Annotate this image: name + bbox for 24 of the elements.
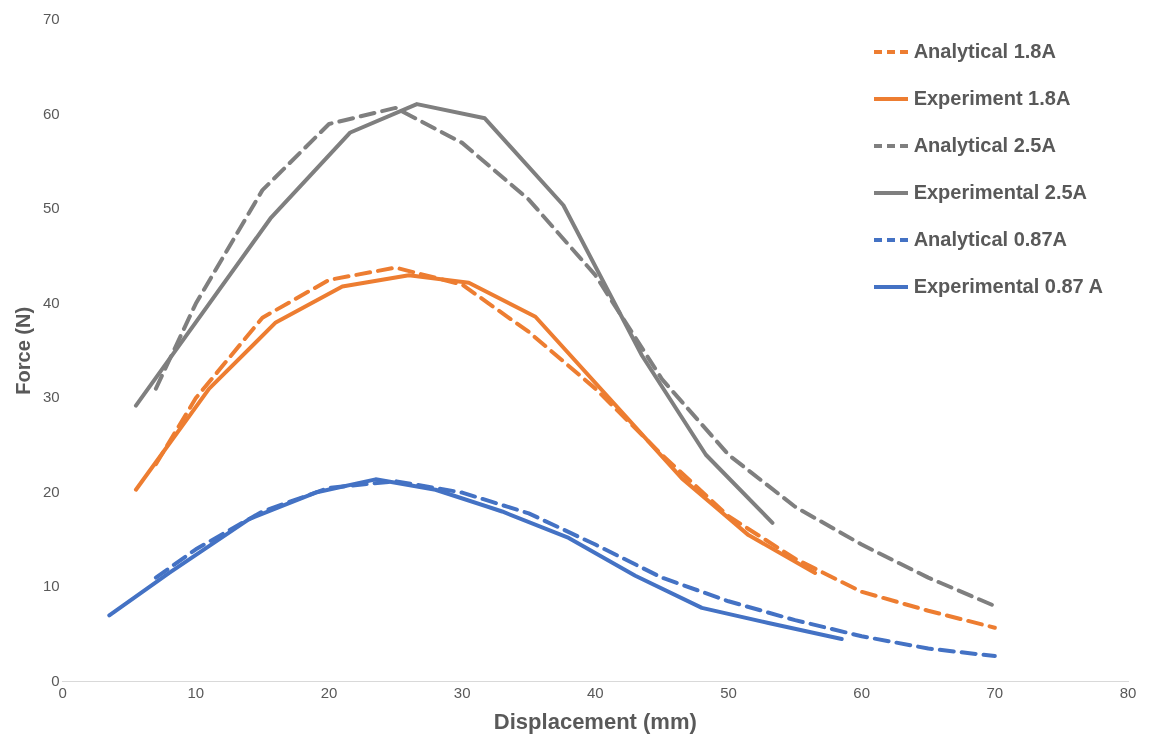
y-tick-label: 10 — [43, 577, 60, 595]
x-tick-label: 30 — [453, 683, 471, 701]
y-tick-label: 60 — [43, 104, 60, 122]
legend-label: Experiment 1.8A — [913, 87, 1071, 110]
x-tick-label: 60 — [853, 683, 871, 701]
legend-label: Analytical 1.8A — [913, 40, 1056, 63]
x-tick-label: 80 — [1119, 683, 1137, 701]
legend-label: Experimental 2.5A — [913, 181, 1088, 204]
x-tick-label: 70 — [986, 683, 1004, 701]
x-tick-label: 50 — [720, 683, 737, 701]
legend-label: Analytical 0.87A — [913, 228, 1068, 251]
x-tick-label: 20 — [320, 683, 338, 701]
y-tick-label: 40 — [43, 293, 60, 311]
x-tick-label: 40 — [587, 683, 604, 701]
y-tick-label: 50 — [43, 199, 60, 217]
y-tick-label: 30 — [43, 388, 60, 406]
x-tick-label: 10 — [187, 683, 205, 701]
y-tick-label: 0 — [51, 671, 60, 689]
y-tick-label: 70 — [43, 10, 60, 28]
y-tick-label: 20 — [43, 482, 60, 500]
legend-label: Experimental 0.87 A — [913, 275, 1103, 298]
y-axis-title: Force (N) — [11, 306, 34, 395]
x-axis-title: Displacement (mm) — [493, 708, 697, 734]
legend-label: Analytical 2.5A — [913, 134, 1056, 157]
